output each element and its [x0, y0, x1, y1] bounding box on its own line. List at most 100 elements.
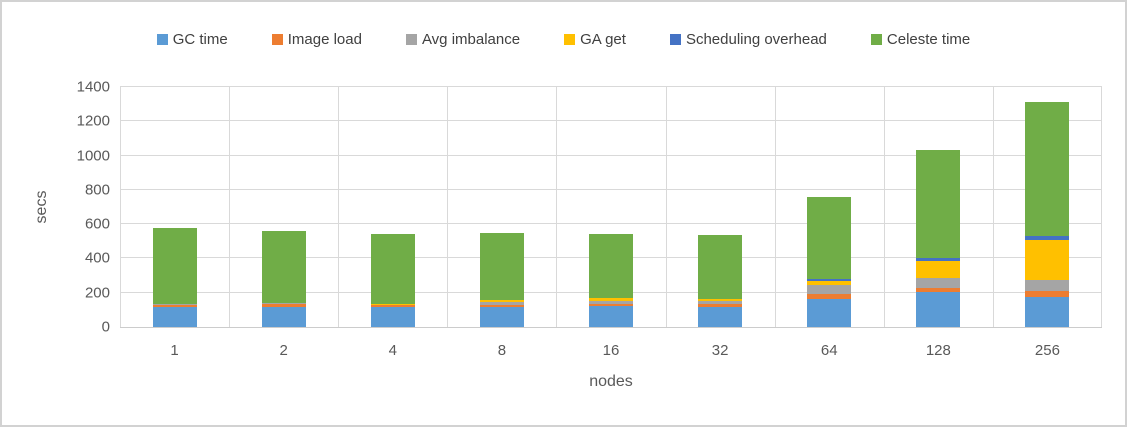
- bar-segment: [479, 232, 524, 301]
- v-gridline: [775, 87, 776, 327]
- bar-segment: [698, 304, 743, 307]
- bar-segment: [479, 300, 524, 303]
- x-category-label: 8: [497, 342, 507, 359]
- bar-segment: [261, 303, 306, 305]
- h-gridline: [120, 188, 1102, 190]
- legend-item-label: GA get: [580, 31, 626, 48]
- v-gridline: [229, 87, 230, 327]
- bar-segment: [916, 261, 961, 279]
- y-tick-label: 1400: [76, 78, 110, 96]
- bar-segment: [589, 233, 633, 299]
- y-tick-label: 800: [84, 181, 110, 199]
- legend-item: Image load: [271, 31, 362, 48]
- h-gridline: [120, 327, 1102, 328]
- x-axis-category-labels: 1 2 4 8 16 32 64 128 256: [120, 342, 1102, 362]
- bar-segment: [261, 306, 306, 327]
- bar-segment: [1025, 240, 1070, 281]
- legend-item: Scheduling overhead: [669, 31, 827, 48]
- bar-segment: [807, 285, 852, 294]
- bar-segment: [916, 258, 961, 261]
- legend-swatch-icon: [669, 34, 681, 45]
- legend: GC time Image load Avg imbalance GA get Sche…: [2, 31, 1125, 48]
- legend-swatch-icon: [271, 34, 283, 45]
- bar-segment: [152, 304, 197, 308]
- y-tick-label: 400: [84, 249, 110, 267]
- legend-item: Celeste time: [870, 31, 971, 48]
- v-gridline: [884, 87, 885, 327]
- bar-segment: [589, 303, 633, 307]
- bar-segment: [916, 291, 961, 327]
- bar-segment: [370, 303, 415, 305]
- v-gridline: [993, 87, 994, 327]
- h-gridline: [120, 154, 1102, 156]
- h-gridline: [120, 223, 1102, 225]
- bar-segment: [261, 304, 306, 307]
- y-tick-label: 0: [101, 318, 110, 336]
- y-tick-label: 200: [84, 284, 110, 302]
- bar-segment: [1025, 280, 1070, 292]
- y-tick-label: 600: [84, 215, 110, 233]
- h-gridline: [120, 120, 1102, 122]
- x-category-label: 1: [170, 342, 179, 359]
- bar-segment: [261, 230, 306, 304]
- y-tick-label: 1200: [76, 112, 110, 130]
- legend-swatch-icon: [564, 34, 576, 45]
- legend-item-label: Image load: [287, 31, 362, 48]
- bar-segment: [807, 278, 852, 281]
- legend-item-label: Scheduling overhead: [685, 31, 827, 48]
- legend-item-label: Avg imbalance: [421, 31, 521, 48]
- bar-segment: [1025, 296, 1070, 327]
- legend-swatch-icon: [870, 34, 882, 45]
- bar-segment: [479, 304, 524, 308]
- bar-segment: [589, 300, 633, 304]
- bar-segment: [589, 306, 633, 327]
- bar-segment: [698, 235, 743, 299]
- legend-swatch-icon: [156, 34, 168, 45]
- bar-segment: [152, 307, 197, 327]
- bar-segment: [370, 234, 415, 304]
- bar-segment: [807, 293, 852, 299]
- bar-segment: [698, 301, 743, 305]
- bar-segment: [1025, 291, 1070, 297]
- bar-segment: [152, 227, 197, 304]
- x-category-label: 16: [602, 342, 620, 359]
- bar-segment: [370, 304, 415, 308]
- bar-segment: [589, 298, 633, 301]
- v-gridline: [666, 87, 667, 327]
- legend-item: GA get: [564, 31, 626, 48]
- x-axis-title: nodes: [589, 373, 633, 390]
- bar-segment: [152, 303, 197, 305]
- x-category-label: 128: [925, 342, 951, 359]
- v-gridline: [338, 87, 339, 327]
- bar-segment: [916, 278, 961, 288]
- legend-item: GC time: [156, 31, 228, 48]
- bar-segment: [698, 306, 743, 327]
- bar-segment: [916, 287, 961, 292]
- legend-item: Avg imbalance: [405, 31, 521, 48]
- bar-segment: [698, 298, 743, 302]
- x-category-label: 64: [820, 342, 838, 359]
- x-category-label: 2: [279, 342, 288, 359]
- bar-segment: [807, 280, 852, 286]
- bar-segment: [479, 307, 524, 327]
- bar-segment: [807, 196, 852, 279]
- bar-segment: [1025, 236, 1070, 241]
- x-category-label: 4: [388, 342, 397, 359]
- bar-segment: [916, 150, 961, 259]
- h-gridline: [120, 86, 1102, 87]
- v-gridline: [120, 87, 121, 327]
- bar-segment: [479, 302, 524, 305]
- legend-item-label: GC time: [172, 31, 228, 48]
- v-gridline: [556, 87, 557, 327]
- v-gridline: [447, 87, 448, 327]
- v-gridline: [1101, 87, 1102, 327]
- legend-item-label: Celeste time: [886, 31, 971, 48]
- plot-area: [120, 86, 1102, 328]
- bar-segment: [807, 298, 852, 327]
- x-category-label: 256: [1034, 342, 1060, 359]
- y-tick-label: 1000: [76, 147, 110, 165]
- bar-segment: [370, 307, 415, 327]
- y-axis-tick-labels: 0 200 400 600 800 1000 1200 1400: [2, 79, 110, 336]
- bar-segment: [1025, 101, 1070, 237]
